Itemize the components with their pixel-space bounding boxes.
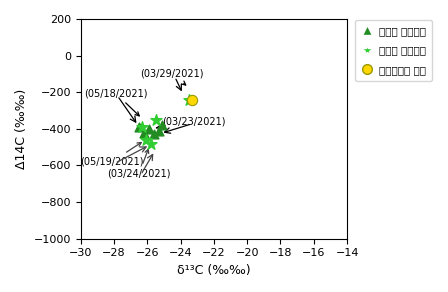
X-axis label: δ¹³C (‰‰): δ¹³C (‰‰) — [177, 264, 251, 277]
Point — [135, 125, 142, 129]
Y-axis label: Δ14C (‰‰): Δ14C (‰‰) — [15, 89, 28, 169]
Point — [152, 117, 159, 122]
Point — [185, 97, 193, 102]
Text: (03/29/2021): (03/29/2021) — [141, 69, 204, 85]
Text: (05/18/2021): (05/18/2021) — [84, 88, 147, 116]
Point — [147, 141, 154, 146]
Text: (03/23/2021): (03/23/2021) — [156, 117, 226, 129]
Point — [189, 98, 196, 103]
Point — [151, 132, 158, 137]
Text: (03/24/2021): (03/24/2021) — [107, 149, 171, 179]
Point — [159, 123, 166, 128]
Point — [145, 126, 152, 131]
Point — [140, 130, 147, 135]
Legend: 태화산 잣나무림, 태화산 활엽수림, 서울대학교 옥상: 태화산 잣나무림, 태화산 활엽수림, 서울대학교 옥상 — [355, 20, 432, 81]
Point — [139, 125, 146, 129]
Point — [142, 138, 149, 142]
Point — [155, 128, 163, 133]
Text: (05/19/2021): (05/19/2021) — [81, 142, 144, 166]
